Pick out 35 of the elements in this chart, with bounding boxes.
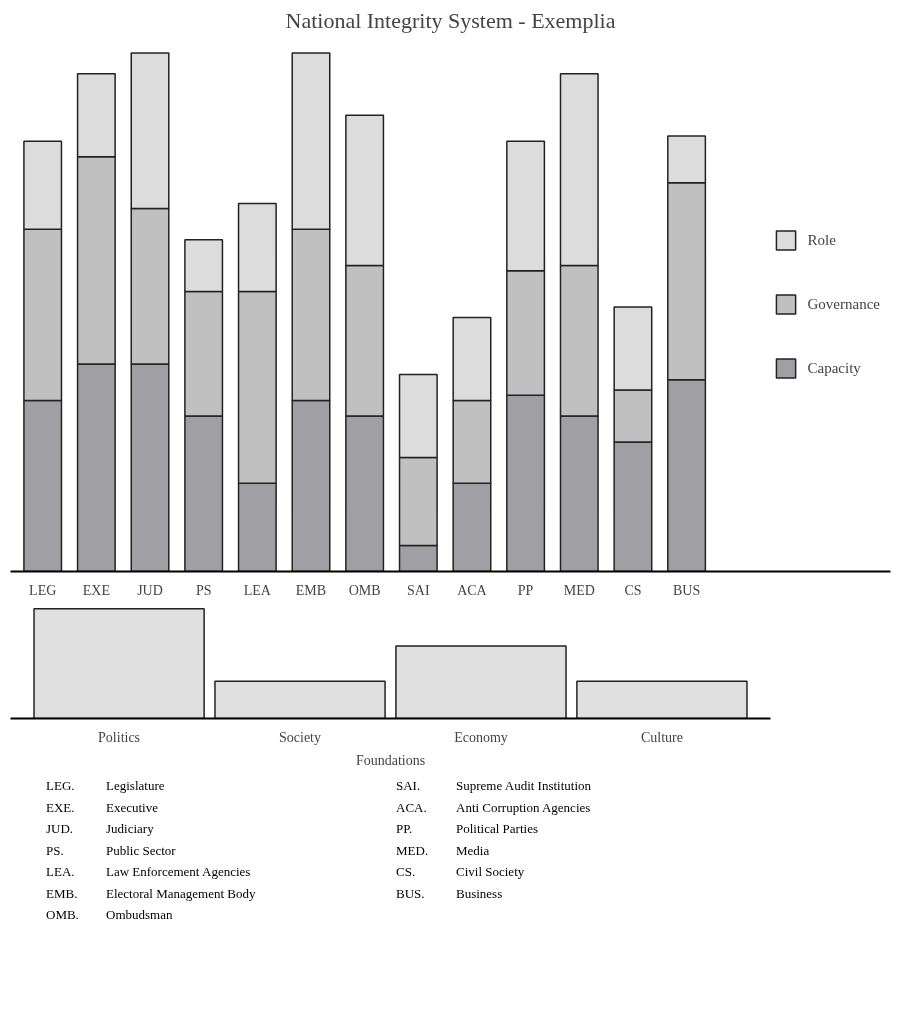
legend-label: Capacity bbox=[807, 359, 861, 377]
x-tick-label: EMB bbox=[295, 582, 327, 598]
x-tick-label: PS bbox=[195, 582, 212, 598]
chart-title: National Integrity System - Exemplia bbox=[285, 7, 616, 33]
legend-label: Governance bbox=[807, 295, 880, 313]
text: MED. Media bbox=[396, 842, 490, 858]
text: EXE. Executive bbox=[46, 799, 158, 815]
text: LEG. Legislature bbox=[46, 778, 165, 793]
x-tick-label: Culture bbox=[640, 729, 683, 745]
text: EMB. Electoral Management Body bbox=[46, 885, 256, 901]
x-tick-label: OMB bbox=[348, 582, 381, 598]
x-tick-label: MED bbox=[563, 582, 595, 598]
legend-label: Role bbox=[807, 231, 836, 249]
x-tick-label: LEA bbox=[243, 582, 272, 598]
x-tick-label: SAI bbox=[407, 582, 430, 598]
text: ACA. Anti Corruption Agencies bbox=[396, 799, 591, 815]
x-tick-label: Economy bbox=[454, 729, 508, 745]
x-axis-title: Foundations bbox=[355, 752, 426, 768]
text: CS. Civil Society bbox=[396, 864, 525, 879]
x-tick-label: JUD bbox=[137, 582, 163, 598]
text: PP. Political Parties bbox=[396, 821, 538, 836]
x-tick-label: LEG bbox=[29, 582, 57, 598]
x-tick-label: ACA bbox=[457, 582, 488, 598]
text: SAI. Supreme Audit Institution bbox=[396, 778, 592, 793]
text: OMB. Ombudsman bbox=[46, 907, 173, 922]
x-tick-label: EXE bbox=[82, 582, 110, 598]
text: PS. Public Sector bbox=[46, 842, 176, 858]
x-tick-label: CS bbox=[624, 582, 642, 598]
x-tick-label: PP bbox=[517, 582, 534, 598]
x-tick-label: Politics bbox=[98, 729, 141, 745]
text: JUD. Judiciary bbox=[46, 821, 154, 836]
x-tick-label: BUS bbox=[672, 582, 701, 598]
x-tick-label: Society bbox=[279, 729, 322, 745]
text: BUS. Business bbox=[396, 885, 503, 901]
text: LEA. Law Enforcement Agencies bbox=[46, 864, 251, 879]
